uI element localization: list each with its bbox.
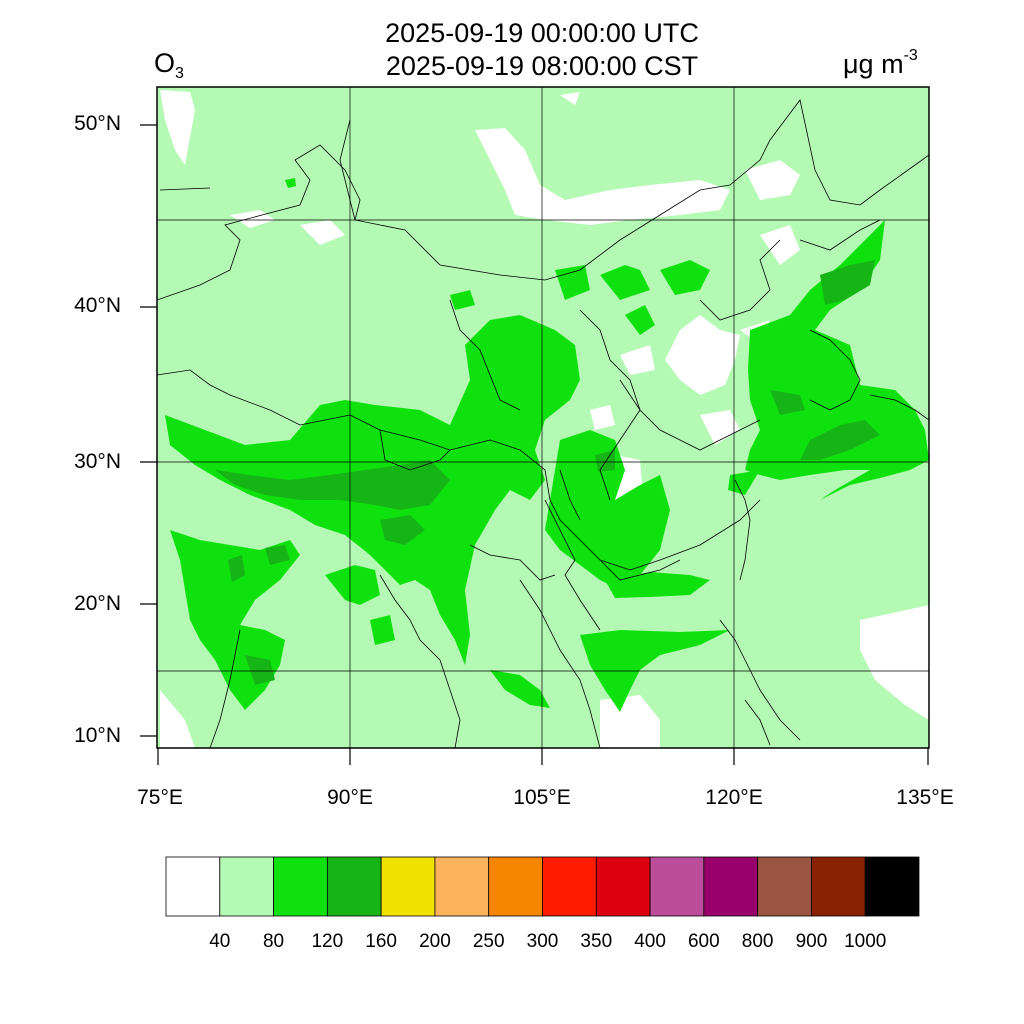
colorbar-label: 40 [209,931,231,952]
lon-label-120: 120°E [705,786,763,809]
axis-ticks [140,124,929,765]
lat-label-50: 50°N [74,112,121,135]
lon-label-90: 90°E [327,786,373,809]
colorbar-swatch [380,856,436,917]
colorbar-swatch [488,856,543,917]
colorbar-swatch [595,856,651,917]
colorbar-label: 250 [472,931,505,952]
colorbar-swatch [273,856,328,917]
lat-label-20: 20°N [74,592,121,615]
colorbar-label: 120 [311,931,344,952]
colorbar-swatch [434,856,490,917]
colorbar-label: 300 [526,931,559,952]
lat-label-30: 30°N [74,450,121,473]
lon-label-75: 75°E [137,786,183,809]
colorbar-label: 400 [634,931,666,952]
colorbar-swatch [542,856,597,917]
colorbar-label: 160 [365,931,397,952]
level-120-160-areas [215,260,880,685]
colorbar-swatch [757,856,812,917]
units-label: μg m-3 [843,47,918,79]
colorbar-swatch [326,856,382,917]
title-utc: 2025-09-19 00:00:00 UTC [385,18,699,48]
colorbar-label: 900 [795,931,828,952]
graticule [157,87,929,748]
colorbar-label: 80 [262,931,285,952]
boundaries [157,99,929,748]
colorbar-label: 200 [419,931,451,952]
colorbar-swatch [219,856,274,917]
lat-label-10: 10°N [74,724,121,747]
title-cst: 2025-09-19 08:00:00 CST [385,51,699,81]
colorbar-swatch [703,856,759,917]
lat-label-40: 40°N [74,294,121,317]
colorbar-swatch [864,856,920,917]
below-40-areas [160,90,929,748]
colorbar-label: 350 [580,931,613,952]
map-frame [156,86,930,749]
colorbar-swatch [649,856,705,917]
map-field [157,87,929,748]
species-label: O3 [154,48,184,82]
colorbar-label: 1000 [844,931,887,952]
colorbar-label: 800 [741,931,774,952]
colorbar [165,856,920,917]
lon-label-135: 135°E [896,786,954,809]
lon-label-105: 105°E [513,786,571,809]
colorbar-swatch [811,856,866,917]
colorbar-swatch [165,856,221,917]
colorbar-label: 600 [687,931,720,952]
